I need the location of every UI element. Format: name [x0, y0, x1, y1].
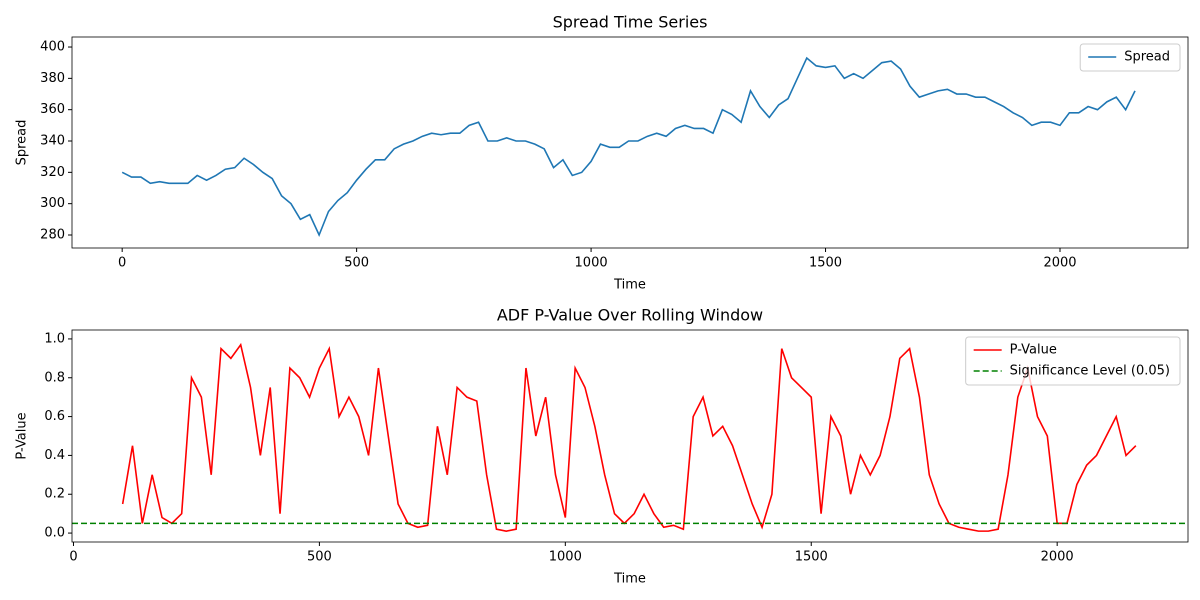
y-tick-label: 1.0 [44, 331, 65, 346]
y-tick-label: 0.8 [44, 370, 65, 385]
chart-title: Spread Time Series [553, 13, 708, 32]
y-tick-label: 280 [40, 227, 65, 242]
x-tick-label: 2000 [1043, 256, 1076, 271]
y-tick-label: 360 [40, 102, 65, 117]
x-axis-label: Time [613, 278, 646, 293]
y-tick-label: 340 [40, 134, 65, 149]
y-tick-label: 0.4 [44, 448, 65, 463]
x-tick-label: 500 [344, 256, 369, 271]
y-axis-label: P-Value [15, 412, 30, 459]
y-tick-label: 0.6 [44, 409, 65, 424]
legend-label: P-Value [1010, 343, 1057, 358]
y-axis-label: Spread [15, 120, 30, 166]
legend: P-Value Significance Level (0.05) [965, 336, 1181, 386]
legend: Spread [1079, 43, 1181, 72]
x-tick-label: 0 [69, 550, 77, 565]
legend-label: Spread [1124, 50, 1170, 65]
axes-frame [71, 329, 1189, 543]
x-tick-label: 1500 [809, 256, 842, 271]
x-tick-label: 1500 [795, 550, 828, 565]
y-tick-label: 400 [40, 40, 65, 55]
chart-title: ADF P-Value Over Rolling Window [497, 306, 763, 325]
legend-box [965, 336, 1181, 386]
x-tick-label: 1000 [549, 550, 582, 565]
x-axis-label: Time [613, 572, 646, 587]
legend-label: Significance Level (0.05) [1010, 364, 1170, 379]
y-tick-label: 300 [40, 196, 65, 211]
data-line [121, 342, 1137, 532]
x-tick-label: 0 [118, 256, 126, 271]
y-tick-label: 380 [40, 71, 65, 86]
axes-frame [71, 36, 1189, 249]
x-tick-label: 2000 [1041, 550, 1074, 565]
data-line [121, 56, 1136, 238]
y-tick-label: 0.2 [44, 487, 65, 502]
y-tick-label: 0.0 [44, 526, 65, 541]
legend-box [1079, 43, 1181, 72]
y-tick-label: 320 [40, 165, 65, 180]
x-tick-label: 500 [307, 550, 332, 565]
x-tick-label: 1000 [575, 256, 608, 271]
